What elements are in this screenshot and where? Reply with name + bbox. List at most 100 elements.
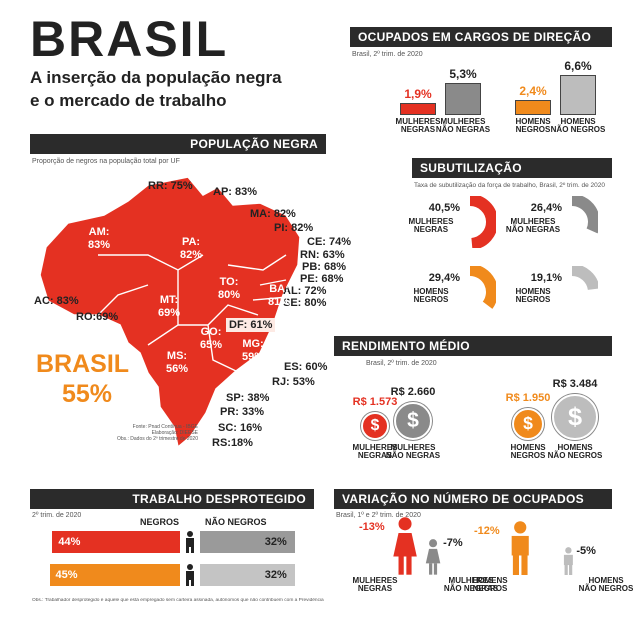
subtitle-line-2: e o mercado de trabalho [30,91,227,110]
trabalho-right-value-0: 32% [264,536,287,548]
state-al: AL: 72% [283,285,327,297]
trabalho-note: Obs.: Trabalhador desprotegido é aquele … [32,598,324,603]
ocupados-value-1: 5,3% [449,66,477,81]
ocupados-bar-2 [515,100,551,115]
rendimento-value-0: R$ 1.573 [352,395,398,408]
state-df: DF: 61% [226,318,276,332]
state-es: ES: 60% [284,361,328,373]
ocupados-bar-1 [445,82,481,115]
variacao-value-2: -12% [474,524,500,537]
subutil-donut-3 [571,266,598,291]
ocupados-caption: Brasil, 2º trim. de 2020 [352,51,423,58]
state-sp: SP: 38% [226,392,270,404]
state-pb: PB: 68% [302,261,347,273]
rendimento-label-0: MULHERES NEGRAS [352,443,398,461]
subutil-value-3: 19,1% [530,272,562,284]
state-ms: MS: 56% [166,350,189,375]
state-ce: CE: 74% [307,236,352,248]
dollar-coin-icon: $ [360,411,390,440]
dollar-coin-icon: $ [512,408,544,440]
subutil-donut-0 [469,196,496,248]
map-source: Fonte: Pnad Contínua - IBGE Elaboração: D… [116,424,198,442]
state-sc: SC: 16% [218,422,263,434]
person-icon [182,564,198,586]
col-negros: NEGROS [140,517,180,527]
variacao-caption: Brasil, 1º e 2º trim. de 2020 [336,512,421,519]
state-to: TO: 80% [218,276,241,301]
person-icon [182,531,198,553]
state-pe: PE: 68% [300,273,344,285]
variacao-value-1: -7% [443,537,463,550]
variacao-title: VARIAÇÃO NO NÚMERO DE OCUPADOS [334,489,612,509]
subutil-label-3: HOMENS NEGROS [515,287,551,305]
subutil-label-0: MULHERES NEGRAS [408,217,454,235]
trabalho-left-value-0: 44% [58,536,81,548]
state-rj: RJ: 53% [272,376,315,388]
state-am: AM: 83% [88,226,111,251]
ocupados-label-3: HOMENS NÃO NEGROS [550,117,606,135]
variacao-label-1: MULHERES NÃO NEGRAS [443,576,499,594]
brazil-map [39,176,301,449]
state-ap: AP: 83% [213,186,258,198]
ocupados-bar-0 [400,103,436,115]
variacao-label-3: HOMENS NÃO NEGROS [578,576,634,594]
man-icon [562,546,575,575]
state-pa: PA: 82% [180,236,203,261]
state-go: GO: 65% [200,326,223,351]
rendimento-caption: Brasil, 2º trim. de 2020 [366,360,437,367]
trabalho-left-value-1: 45% [55,569,78,581]
state-rr: RR: 75% [148,180,193,192]
state-ba: BA: 81% [268,283,291,308]
dollar-coin-icon: $ [393,401,433,440]
trabalho-right-value-1: 32% [264,569,287,581]
subutil-value-0: 40,5% [428,202,460,214]
ocupados-title: OCUPADOS EM CARGOS DE DIREÇÃO [350,27,612,47]
trabalho-title: TRABALHO DESPROTEGIDO [30,489,314,509]
state-rs: RS:18% [212,437,253,449]
state-se: SE: 80% [283,297,327,309]
trabalho-right-bar-1 [200,564,295,586]
subutil-value-1: 26,4% [530,202,562,214]
subutilizacao-caption: Taxa de subutilização da força de trabal… [414,182,605,189]
man-icon [508,520,532,575]
woman-icon [425,539,441,575]
rendimento-value-1: R$ 2.660 [390,385,436,398]
subutil-label-2: HOMENS NEGROS [413,287,449,305]
variacao-label-0: MULHERES NEGRAS [352,576,398,594]
subutil-label-1: MULHERES NÃO NEGRAS [505,217,561,235]
rendimento-value-2: R$ 1.950 [505,392,551,405]
main-title: BRASIL [30,11,229,67]
state-mt: MT: 69% [158,294,181,319]
subutilizacao-title: SUBUTILIZAÇÃO [412,158,612,178]
state-ma: MA: 82% [250,208,296,220]
variacao-value-3: -5% [576,544,596,557]
state-ac: AC: 83% [34,295,79,307]
trabalho-right-bar-0 [200,531,295,553]
state-pr: PR: 33% [220,406,265,418]
col-nao-negros: NÃO NEGROS [205,517,267,527]
subutil-value-2: 29,4% [428,272,460,284]
brasil-label: BRASIL [36,350,130,378]
state-pi: PI: 82% [274,222,314,234]
rendimento-label-3: HOMENS NÃO NEGROS [547,443,603,461]
populacao-title: POPULAÇÃO NEGRA [30,134,326,154]
populacao-caption: Proporção de negros na população total p… [32,158,180,165]
subtitle-line-1: A inserção da população negra [30,68,282,87]
rendimento-title: RENDIMENTO MÉDIO [334,336,612,356]
state-mg: MG: 59% [242,338,265,363]
rendimento-label-1: MULHERES NÃO NEGRAS [385,443,441,461]
rendimento-label-2: HOMENS NEGROS [510,443,546,461]
trabalho-left-bar-0 [52,531,180,553]
ocupados-label-0: MULHERES NEGRAS [395,117,441,135]
variacao-value-0: -13% [359,521,385,533]
variacao-label-2: HOMENS NEGROS [472,576,508,594]
trabalho-caption: 2º trim. de 2020 [32,512,82,519]
ocupados-value-3: 6,6% [564,59,592,73]
brasil-value: 55% [62,380,113,408]
subutil-donut-2 [469,266,496,309]
subutil-donut-1 [571,196,598,234]
dollar-coin-icon: $ [552,394,598,440]
state-ro: RO:69% [76,311,119,323]
ocupados-value-0: 1,9% [404,87,432,102]
state-rn: RN: 63% [300,249,345,261]
